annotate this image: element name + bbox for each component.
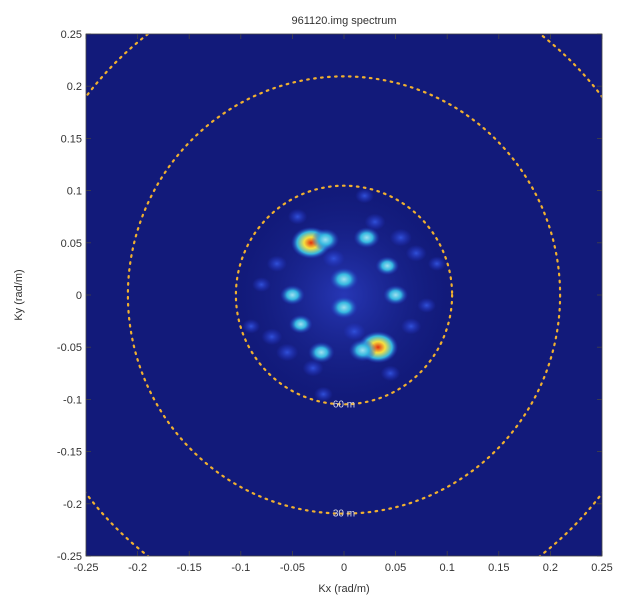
x-axis-ticks: -0.25 -0.2 -0.15 -0.1 -0.05 0 0.05 0.1 0.15 0.2 0.…: [73, 34, 613, 574]
y-axis-label: Ky (rad/m): [13, 269, 25, 320]
spectral-peak-17: [405, 244, 427, 262]
plot-area: 60 m 30 m: [86, 34, 602, 556]
spectral-peak-24: [380, 365, 401, 382]
x-tick-label-7: 0.05: [385, 562, 406, 574]
spectral-peak-13: [375, 256, 400, 276]
spectral-peak-10: [280, 285, 305, 305]
x-axis-label: Kx (rad/m): [318, 583, 369, 595]
spectral-peak-25: [417, 298, 436, 313]
spectral-peak-7: [353, 227, 380, 249]
y-tick-label-4: 0.1: [67, 186, 82, 198]
y-axis-ticks: 0.25 0.2 0.15 0.1 0.05 0 -0.05 -0.1 -0.15 -0.2 -0.…: [57, 29, 602, 563]
spectral-peak-26: [252, 277, 271, 292]
x-tick-label-6: 0: [341, 562, 347, 574]
wavelength-ring-1: [234, 184, 454, 406]
x-tick-label-10: 0.2: [543, 562, 558, 574]
x-tick-label-2: -0.2: [128, 562, 147, 574]
spectral-peak-14: [288, 314, 313, 334]
x-tick-label-8: 0.1: [440, 562, 455, 574]
spectral-peak-22: [302, 359, 324, 377]
spectral-peak-3: [311, 228, 340, 251]
spectral-peak-19: [266, 255, 287, 272]
y-tick-label-8: -0.1: [63, 394, 82, 406]
spectral-peaks: [242, 188, 446, 402]
spectral-peak-18: [261, 328, 283, 346]
wavelength-ring-label-2: 30 m: [333, 509, 355, 520]
spectral-peak-12: [276, 343, 299, 362]
spectral-peak-15: [322, 249, 345, 268]
wavelength-rings: 60 m 30 m: [86, 34, 602, 556]
spectral-peak-8: [308, 341, 335, 363]
chart-title: 961120.img spectrum: [292, 15, 397, 27]
y-tick-label-10: -0.2: [63, 499, 82, 511]
y-tick-label-11: -0.25: [57, 551, 82, 563]
x-tick-label-11: 0.25: [591, 562, 612, 574]
spectral-peak-27: [355, 188, 374, 204]
spectral-peak-9: [383, 285, 408, 305]
spectral-peak-5: [329, 267, 359, 291]
y-tick-label-2: 0.2: [67, 81, 82, 93]
spectral-peak-6: [330, 296, 358, 319]
spectral-peak-16: [343, 322, 366, 341]
spectral-peak-4: [348, 339, 377, 362]
y-tick-label-7: -0.05: [57, 342, 82, 354]
spectral-peak-20: [401, 318, 422, 335]
x-tick-label-5: -0.05: [280, 562, 305, 574]
wavelength-ring-label-1: 60 m: [333, 399, 355, 410]
x-tick-label-3: -0.15: [177, 562, 202, 574]
y-tick-label-3: 0.15: [61, 133, 82, 145]
spectral-peak-21: [364, 213, 386, 231]
spectral-peak-30: [242, 319, 261, 334]
y-tick-label-5: 0.05: [61, 238, 82, 250]
x-tick-label-1: -0.25: [73, 562, 98, 574]
y-tick-label-9: -0.15: [57, 447, 82, 459]
spectral-peak-11: [389, 228, 412, 247]
spectral-peak-29: [427, 256, 446, 271]
y-tick-label-1: 0.25: [61, 29, 82, 41]
wavelength-ring-2: [126, 75, 562, 515]
y-tick-label-6: 0: [76, 290, 82, 302]
x-tick-label-4: -0.1: [231, 562, 250, 574]
x-tick-label-9: 0.15: [488, 562, 509, 574]
central-energy-halo: [239, 190, 449, 400]
spectral-peak-28: [314, 386, 333, 402]
spectral-peak-23: [287, 208, 308, 225]
